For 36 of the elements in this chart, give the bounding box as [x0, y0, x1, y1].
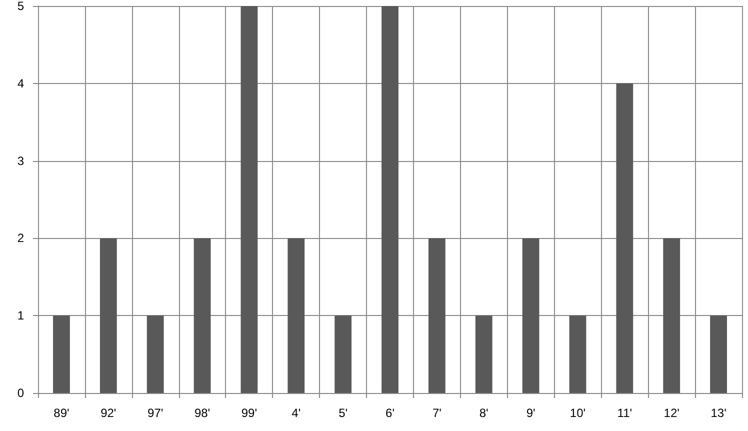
- x-tick-label: 89': [54, 406, 70, 420]
- bar: [616, 83, 634, 393]
- bar: [522, 238, 540, 393]
- y-tick-label: 2: [17, 231, 24, 246]
- x-tick-label: 8': [479, 406, 488, 420]
- x-tick-label: 6': [386, 406, 394, 420]
- x-tick-label: 7': [432, 406, 442, 420]
- x-tick-label: 4': [292, 406, 301, 420]
- x-tick-label: 12': [664, 406, 680, 420]
- x-tick-label: 10': [570, 406, 586, 420]
- x-tick-label: 11': [617, 406, 632, 420]
- y-tick-label: 1: [17, 308, 24, 323]
- bar: [382, 6, 398, 393]
- bar: [240, 6, 258, 393]
- x-tick-label: 92': [100, 406, 116, 420]
- bar: [334, 316, 352, 393]
- y-tick-label: 0: [17, 386, 24, 400]
- bar: [53, 316, 70, 393]
- bar: [100, 238, 117, 393]
- y-tick-label: 5: [17, 0, 24, 13]
- bar: [146, 316, 164, 393]
- x-tick-label: 97': [148, 406, 164, 420]
- x-tick-label: 5': [338, 406, 348, 420]
- x-tick-label: 99': [241, 406, 258, 420]
- bar: [710, 316, 727, 393]
- bar: [428, 238, 446, 393]
- y-tick-label: 4: [17, 76, 24, 90]
- bar: [288, 238, 305, 393]
- bar: [194, 238, 211, 393]
- x-tick-label: 13': [710, 406, 726, 420]
- y-tick-label: 3: [17, 154, 24, 168]
- bar: [569, 316, 586, 393]
- bar: [475, 316, 492, 393]
- x-tick-label: 9': [526, 406, 536, 420]
- x-tick-label: 98': [194, 406, 210, 420]
- bar: [663, 238, 680, 393]
